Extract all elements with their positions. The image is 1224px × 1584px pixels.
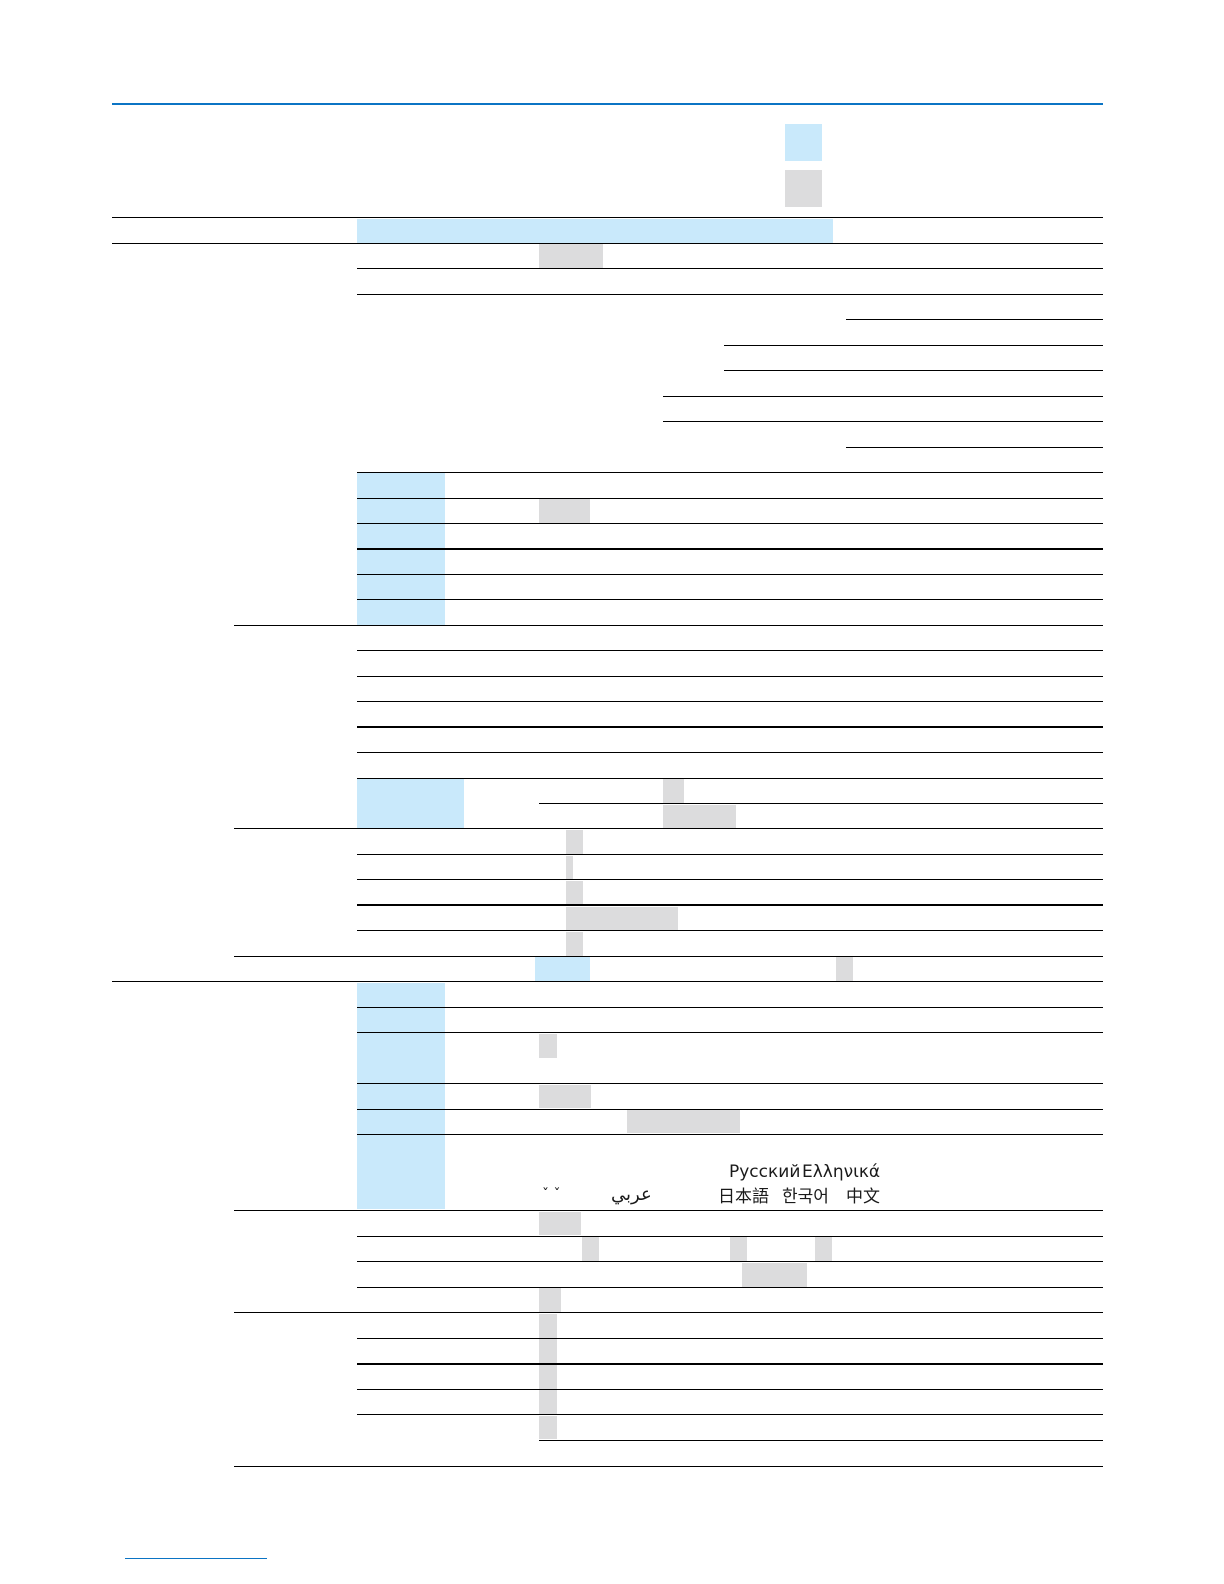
row-line [357,1338,1103,1339]
highlight-cell [539,1416,557,1439]
row-line [357,1287,1103,1288]
row-line [112,217,1103,218]
highlight-cell [566,932,583,956]
row-line [357,498,1103,499]
row-line [357,854,1103,855]
row-line [234,1312,1103,1313]
footer-rule [125,1558,267,1559]
row-line [539,1440,1103,1441]
highlight-cell [539,1390,557,1414]
highlight-cell [539,1314,557,1338]
row-line [663,421,1103,422]
row-line [357,574,1103,575]
row-line [663,396,1103,397]
row-line [539,803,1103,804]
row-line [357,599,1103,600]
row-line [357,879,1103,880]
caron-marks: ˇ ˇ [542,1187,561,1203]
row-line [357,726,1103,728]
highlight-cell [566,907,678,930]
highlight-cell [663,805,736,828]
language-arabic: عربي [611,1184,652,1205]
row-line [112,243,1103,244]
row-line [357,1236,1103,1237]
row-line [357,1083,1103,1084]
highlight-cell [663,779,684,803]
highlight-cell [582,1237,599,1261]
row-line [234,956,1103,957]
highlight-cell [539,1212,581,1235]
row-line [357,523,1103,524]
row-line [112,981,1103,982]
highlight-cell [539,499,590,523]
highlight-cell [566,856,573,879]
highlight-cell [566,881,583,904]
highlight-cell [539,244,603,268]
highlight-cell [539,1288,561,1312]
highlight-cell [357,779,464,828]
highlight-cell [539,1034,557,1058]
row-line [357,650,1103,651]
language-japanese: 日本語 [718,1187,769,1207]
row-line [357,294,1103,295]
row-line [357,1261,1103,1262]
row-line [234,828,1103,829]
row-line [357,676,1103,677]
highlight-cell [539,1339,557,1363]
row-line [357,1134,1103,1135]
row-line [724,345,1103,346]
highlight-cell [566,830,583,854]
row-line [357,268,1103,269]
row-line [357,472,1103,473]
row-line [357,1007,1103,1008]
row-line [234,625,1103,626]
row-line [724,370,1103,371]
legend-gray-swatch [785,170,822,207]
highlight-cell [627,1110,740,1133]
row-line [357,930,1103,931]
legend-blue-swatch [785,124,822,161]
row-line [357,1109,1103,1110]
language-korean: 한국어 [782,1187,829,1207]
highlight-cell [815,1237,832,1261]
row-line [357,1363,1103,1365]
row-line [357,548,1103,550]
row-line [357,752,1103,753]
language-russian: Русский [729,1162,801,1182]
row-line [846,319,1103,320]
highlight-cell [539,1365,557,1389]
highlight-cell [742,1263,807,1287]
row-line [357,701,1103,702]
language-chinese: 中文 [846,1187,880,1207]
highlight-cell [730,1237,747,1261]
language-greek: Ελληνικά [802,1162,881,1182]
row-line [234,1466,1103,1467]
highlight-cell [836,957,853,981]
highlight-cell [539,1085,591,1108]
row-line [357,778,1103,779]
row-line [357,904,1103,906]
header-rule [112,103,1103,105]
row-line [234,1210,1103,1211]
highlight-cell [535,957,590,981]
row-line [357,1032,1103,1033]
row-line [357,1389,1103,1390]
row-line [357,1414,1103,1415]
highlight-cell [357,219,833,243]
row-line [846,447,1103,448]
highlight-cell [357,983,445,1209]
